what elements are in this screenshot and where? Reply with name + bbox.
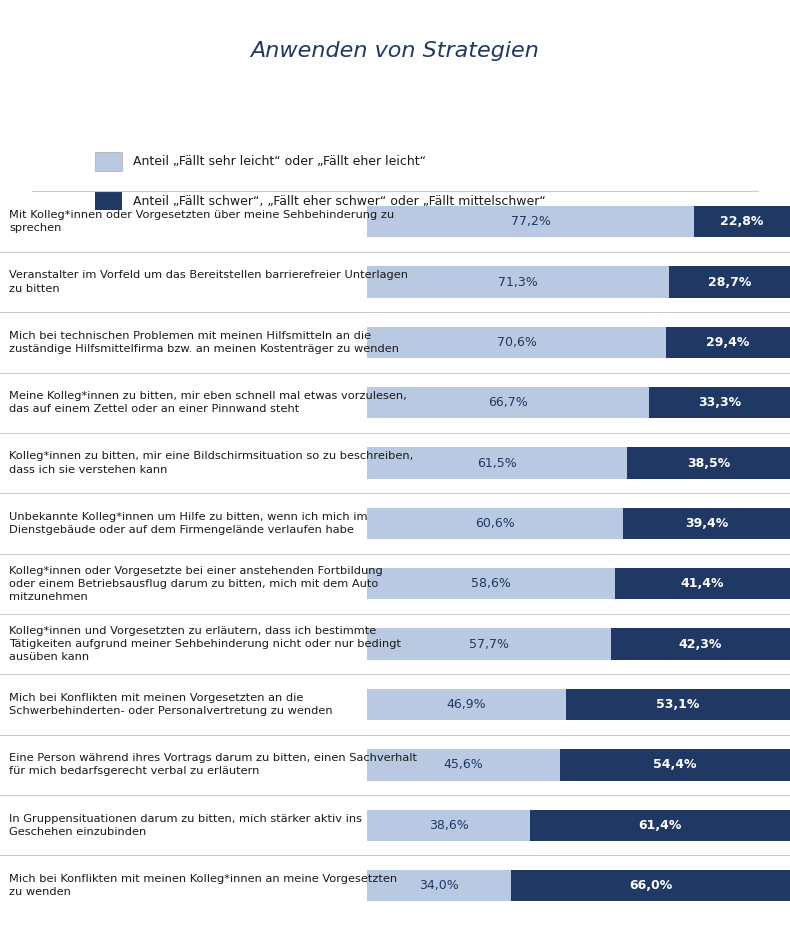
- Text: 22,8%: 22,8%: [720, 216, 763, 228]
- Text: In Gruppensituationen darum zu bitten, mich stärker aktiv ins
Geschehen einzubin: In Gruppensituationen darum zu bitten, m…: [9, 814, 363, 837]
- Text: 61,4%: 61,4%: [638, 819, 682, 832]
- Text: Anteil „Fällt schwer“, „Fällt eher schwer“ oder „Fällt mittelschwer“: Anteil „Fällt schwer“, „Fällt eher schwe…: [133, 194, 545, 208]
- Text: 39,4%: 39,4%: [685, 517, 728, 530]
- Text: 66,0%: 66,0%: [629, 879, 672, 892]
- Bar: [367, 327, 666, 358]
- Text: 42,3%: 42,3%: [679, 637, 722, 650]
- Text: 38,6%: 38,6%: [429, 819, 468, 832]
- Text: Anwenden von Strategien: Anwenden von Strategien: [250, 41, 540, 61]
- Text: 58,6%: 58,6%: [472, 577, 511, 590]
- Text: Veranstalter im Vorfeld um das Bereitstellen barrierefreier Unterlagen
zu bitten: Veranstalter im Vorfeld um das Bereitste…: [9, 270, 408, 293]
- Text: Unbekannte Kolleg*innen um Hilfe zu bitten, wenn ich mich im
Dienstgebäude oder : Unbekannte Kolleg*innen um Hilfe zu bitt…: [9, 512, 368, 535]
- Text: Anteil „Fällt sehr leicht“ oder „Fällt eher leicht“: Anteil „Fällt sehr leicht“ oder „Fällt e…: [133, 154, 426, 168]
- Bar: [649, 387, 790, 418]
- Bar: [367, 628, 611, 660]
- Bar: [367, 568, 615, 599]
- Bar: [367, 870, 511, 901]
- Bar: [694, 206, 790, 238]
- Text: 34,0%: 34,0%: [419, 879, 459, 892]
- Bar: [367, 749, 560, 781]
- Text: 66,7%: 66,7%: [488, 396, 529, 409]
- Bar: [511, 870, 790, 901]
- Text: Meine Kolleg*innen zu bitten, mir eben schnell mal etwas vorzulesen,
das auf ein: Meine Kolleg*innen zu bitten, mir eben s…: [9, 391, 407, 414]
- Bar: [367, 266, 668, 298]
- Text: Kolleg*innen und Vorgesetzten zu erläutern, dass ich bestimmte
Tätigkeiten aufgr: Kolleg*innen und Vorgesetzten zu erläute…: [9, 626, 401, 662]
- Text: 77,2%: 77,2%: [510, 216, 551, 228]
- Text: 38,5%: 38,5%: [687, 457, 730, 470]
- Text: 54,4%: 54,4%: [653, 758, 697, 771]
- Bar: [367, 206, 694, 238]
- Text: 45,6%: 45,6%: [444, 758, 483, 771]
- Bar: [615, 568, 790, 599]
- Text: 46,9%: 46,9%: [446, 698, 487, 711]
- Text: 28,7%: 28,7%: [708, 276, 751, 289]
- Text: 57,7%: 57,7%: [469, 637, 510, 650]
- Bar: [668, 266, 790, 298]
- Bar: [367, 387, 649, 418]
- Bar: [531, 809, 790, 841]
- Bar: [367, 809, 531, 841]
- Text: 70,6%: 70,6%: [497, 336, 536, 349]
- Bar: [560, 749, 790, 781]
- Text: Mich bei Konflikten mit meinen Vorgesetzten an die
Schwerbehinderten- oder Perso: Mich bei Konflikten mit meinen Vorgesetz…: [9, 693, 333, 716]
- Text: 33,3%: 33,3%: [698, 396, 741, 409]
- Bar: [566, 689, 790, 721]
- Text: 71,3%: 71,3%: [498, 276, 538, 289]
- Text: Kolleg*innen oder Vorgesetzte bei einer anstehenden Fortbildung
oder einem Betri: Kolleg*innen oder Vorgesetzte bei einer …: [9, 565, 383, 602]
- Bar: [627, 448, 790, 479]
- Text: Kolleg*innen zu bitten, mir eine Bildschirmsituation so zu beschreiben,
dass ich: Kolleg*innen zu bitten, mir eine Bildsch…: [9, 451, 414, 475]
- Bar: [611, 628, 790, 660]
- Text: Eine Person während ihres Vortrags darum zu bitten, einen Sachverhalt
für mich b: Eine Person während ihres Vortrags darum…: [9, 753, 417, 776]
- Text: 41,4%: 41,4%: [681, 577, 724, 590]
- Text: Mit Kolleg*innen oder Vorgesetzten über meine Sehbehinderung zu
sprechen: Mit Kolleg*innen oder Vorgesetzten über …: [9, 210, 395, 233]
- Text: Mich bei Konflikten mit meinen Kolleg*innen an meine Vorgesetzten
zu wenden: Mich bei Konflikten mit meinen Kolleg*in…: [9, 874, 397, 897]
- Bar: [367, 448, 627, 479]
- Text: 53,1%: 53,1%: [656, 698, 699, 711]
- Text: 61,5%: 61,5%: [477, 457, 517, 470]
- Text: 60,6%: 60,6%: [476, 517, 515, 530]
- Bar: [367, 508, 623, 539]
- Text: 29,4%: 29,4%: [706, 336, 750, 349]
- Bar: [367, 689, 566, 721]
- Text: Mich bei technischen Problemen mit meinen Hilfsmitteln an die
zuständige Hilfsmi: Mich bei technischen Problemen mit meine…: [9, 331, 400, 354]
- Bar: [666, 327, 790, 358]
- Bar: [623, 508, 790, 539]
